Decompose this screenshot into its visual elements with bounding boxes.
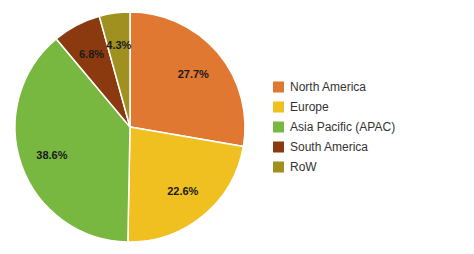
legend-swatch: [273, 142, 284, 153]
legend-item: Asia Pacific (APAC): [273, 120, 395, 134]
data-labels: 27.7% 22.6% 38.6% 6.8%4.3%: [36, 39, 209, 197]
legend-item: North America: [273, 80, 366, 94]
legend-swatch: [273, 102, 284, 113]
pie-slice: [130, 12, 245, 146]
data-label: 22.6%: [167, 185, 198, 197]
data-label: 6.8%: [79, 48, 104, 60]
data-label: 38.6%: [36, 149, 67, 161]
chart-container: 27.7% 22.6% 38.6% 6.8%4.3% North America Euro…: [0, 0, 474, 254]
legend-label: Europe: [290, 100, 329, 114]
data-label: 27.7%: [178, 68, 209, 80]
legend-swatch: [273, 122, 284, 133]
legend-item: RoW: [273, 160, 317, 174]
pie-slice: [128, 127, 244, 242]
legend-label: North America: [290, 80, 366, 94]
legend-item: Europe: [273, 100, 329, 114]
legend-label: South America: [290, 140, 368, 154]
pie: [15, 12, 245, 242]
pie-slice: [99, 12, 130, 127]
legend-item: South America: [273, 140, 368, 154]
data-label: 4.3%: [106, 39, 131, 51]
legend-label: Asia Pacific (APAC): [290, 120, 395, 134]
legend-swatch: [273, 82, 284, 93]
legend: North America Europe Asia Pacific (APAC) So…: [273, 80, 395, 174]
legend-label: RoW: [290, 160, 317, 174]
legend-swatch: [273, 162, 284, 173]
chart-svg: 27.7% 22.6% 38.6% 6.8%4.3% North America Euro…: [0, 0, 474, 254]
